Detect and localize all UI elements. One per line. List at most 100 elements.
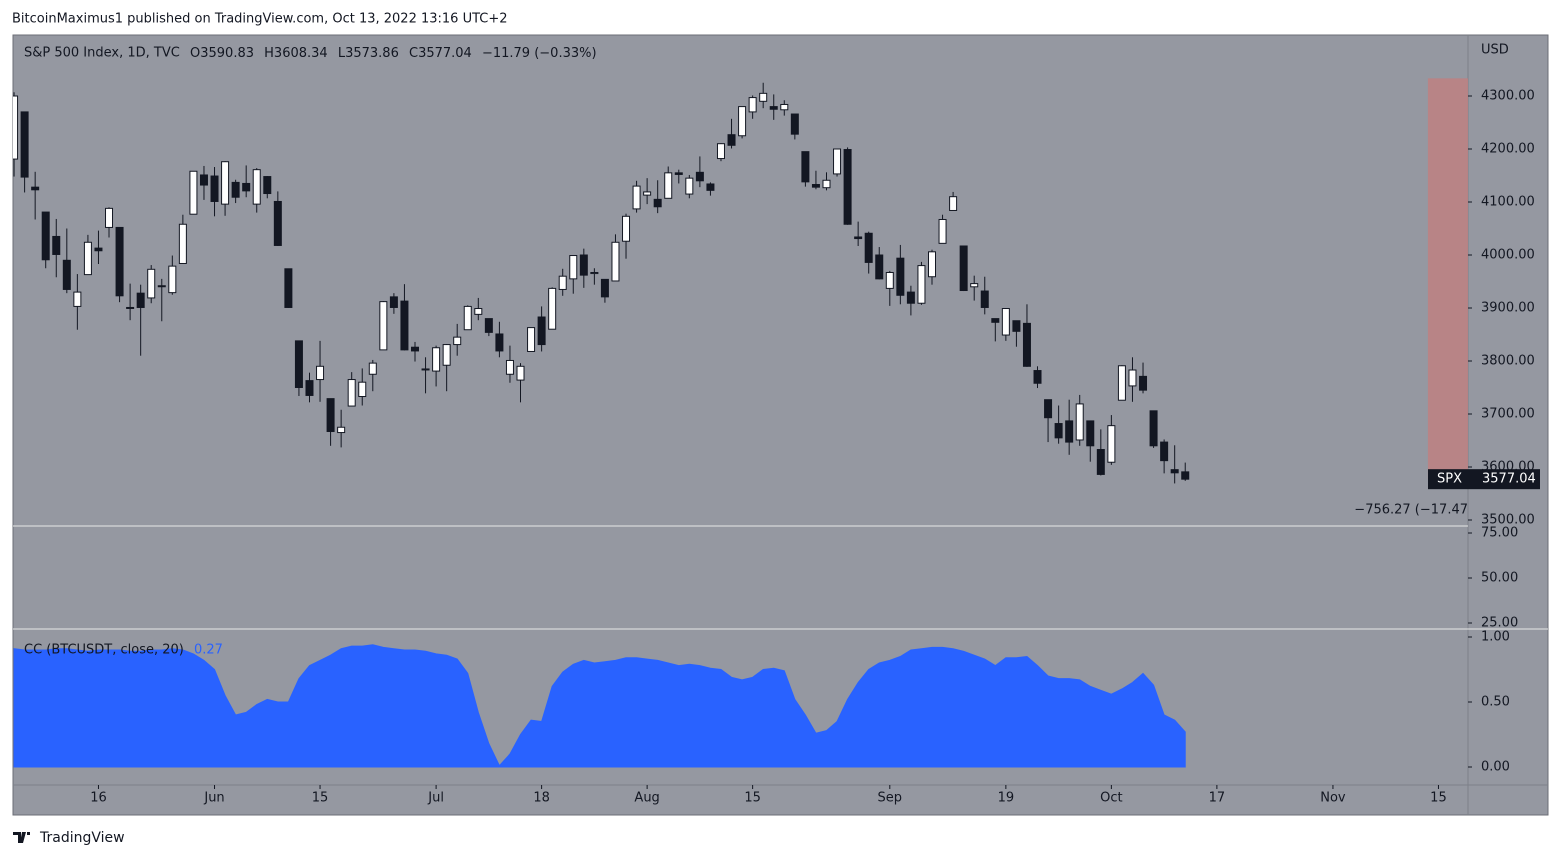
x-tick-label: 15 [1430, 791, 1447, 806]
candle-body [738, 106, 747, 137]
candle-body [115, 226, 124, 297]
candle-body [590, 271, 599, 275]
y-tick-label: 3800.00 [1481, 354, 1535, 369]
candle-body [748, 97, 757, 113]
y-tick-label: 4200.00 [1481, 142, 1535, 157]
candle-body [136, 292, 145, 308]
publisher: BitcoinMaximus1 published on TradingView… [12, 12, 508, 27]
candle-body [147, 268, 156, 299]
candle-body [885, 271, 894, 289]
candle-body [875, 254, 884, 280]
candle-body [1139, 375, 1148, 391]
candle-body [231, 181, 240, 198]
candle-body [368, 362, 377, 375]
y-tick-label: 1.00 [1481, 630, 1510, 645]
y-tick-label: 3900.00 [1481, 301, 1535, 316]
y-tick-label: 0.50 [1481, 695, 1510, 710]
candle-body [843, 149, 852, 225]
candle-body [1075, 403, 1084, 441]
candle-body [210, 175, 219, 202]
legend-key: L [338, 46, 346, 61]
x-tick-label: Nov [1320, 791, 1346, 806]
candle-body [822, 179, 831, 189]
candle-body [347, 379, 356, 407]
candle-body [653, 198, 662, 208]
candle-body [938, 218, 947, 244]
candle-body [759, 92, 768, 102]
candle-body [579, 254, 588, 276]
candle-body [178, 223, 187, 264]
candle-body [811, 184, 820, 188]
x-tick-label: 16 [90, 791, 107, 806]
candle-body [168, 265, 177, 294]
measure-label: −756.27 (−17.47 [1354, 503, 1468, 518]
candle-body [389, 296, 398, 308]
x-tick-label: 15 [744, 791, 761, 806]
legend-value: 3577.04 [418, 46, 472, 61]
candle-body [442, 344, 451, 366]
x-tick-label: Sep [878, 791, 903, 806]
candle-body [263, 176, 272, 195]
candle-body [41, 211, 50, 261]
candle-body [537, 316, 546, 346]
candle-body [337, 426, 346, 434]
candle-body [73, 291, 82, 307]
candle-body [1012, 320, 1021, 332]
x-tick-label: Aug [634, 791, 659, 806]
candle-body [1160, 441, 1169, 462]
candle-body [221, 161, 230, 205]
candle-body [917, 265, 926, 304]
candle-body [622, 215, 631, 242]
candle-body [189, 170, 198, 215]
logo [13, 832, 30, 843]
y-tick-label: 75.00 [1481, 526, 1518, 541]
plot [13, 82, 1190, 768]
candle-body [801, 151, 810, 183]
candle-body [1086, 420, 1095, 447]
legend-value: 3590.83 [200, 46, 254, 61]
candle-body [474, 308, 483, 315]
candle-body [780, 103, 789, 111]
candle-body [252, 169, 261, 205]
candle-body [305, 380, 314, 396]
y-tick-label: 3500.00 [1481, 513, 1535, 528]
x-tick-label: Jun [203, 791, 224, 806]
y-tick-label: 3700.00 [1481, 407, 1535, 422]
candle-body [769, 106, 778, 110]
candle-body [727, 134, 736, 146]
x-tick-label: Jul [427, 791, 444, 806]
legend-change: −11.79 (−0.33%) [482, 46, 597, 61]
candle-body [896, 257, 905, 296]
candle-body [284, 268, 293, 308]
candle-body [326, 398, 335, 432]
x-tick-label: 15 [312, 791, 329, 806]
candle-body [410, 346, 419, 352]
candle-body [1054, 423, 1063, 439]
candle-body [991, 318, 1000, 323]
candle-body [316, 365, 325, 381]
y-tick-label: 25.00 [1481, 616, 1518, 631]
candle-body [516, 365, 525, 381]
candle-body [959, 245, 968, 292]
candle-body [1001, 308, 1010, 336]
candle-body [1181, 471, 1190, 480]
indicator-value: 0.27 [194, 643, 223, 658]
x-tick-label: 17 [1209, 791, 1226, 806]
candle-body [505, 359, 514, 375]
candle-body [242, 182, 251, 192]
candle-body [643, 191, 652, 196]
candle-body [1149, 410, 1158, 447]
candle-body [484, 318, 493, 333]
candle-body [62, 259, 71, 290]
legend-ohlc: O3590.83 H3608.34 L3573.86 C3577.04 −11.… [190, 46, 597, 61]
candle-body [52, 235, 61, 255]
candle-body [1033, 370, 1042, 384]
x-tick-label: Oct [1100, 791, 1122, 806]
candle-body [980, 290, 989, 308]
candle-body [1044, 399, 1053, 419]
candle-body [833, 148, 842, 175]
candle-body [432, 347, 441, 372]
candle-body [906, 291, 915, 304]
candle-body [1128, 369, 1137, 387]
